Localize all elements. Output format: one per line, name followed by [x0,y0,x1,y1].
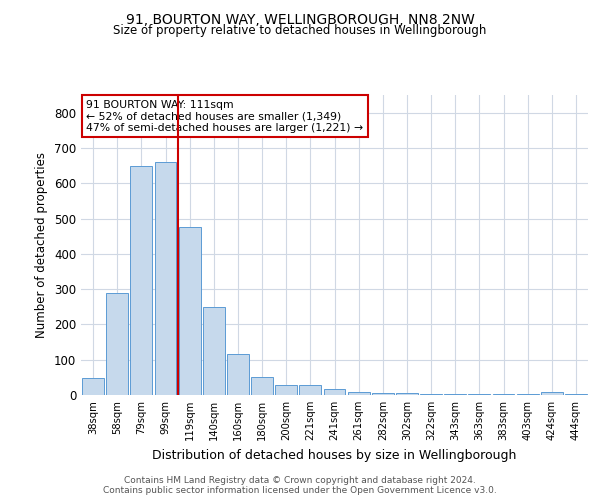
Bar [541,392,563,395]
Bar [251,378,273,395]
Bar [179,228,200,395]
Bar [227,354,249,395]
Bar [372,393,394,395]
Bar [203,307,224,395]
Bar [130,166,152,395]
Bar [106,292,128,395]
Bar [565,394,587,395]
Bar [348,392,370,395]
Bar [155,162,176,395]
Bar [469,394,490,395]
Bar [82,378,104,395]
Bar [299,385,321,395]
Text: 91 BOURTON WAY: 111sqm
← 52% of detached houses are smaller (1,349)
47% of semi-: 91 BOURTON WAY: 111sqm ← 52% of detached… [86,100,363,132]
Bar [275,385,297,395]
Bar [323,388,346,395]
Bar [445,394,466,395]
X-axis label: Distribution of detached houses by size in Wellingborough: Distribution of detached houses by size … [152,448,517,462]
Bar [396,393,418,395]
Y-axis label: Number of detached properties: Number of detached properties [35,152,49,338]
Bar [517,394,539,395]
Bar [493,394,514,395]
Text: Size of property relative to detached houses in Wellingborough: Size of property relative to detached ho… [113,24,487,37]
Bar [420,394,442,395]
Text: Contains HM Land Registry data © Crown copyright and database right 2024.
Contai: Contains HM Land Registry data © Crown c… [103,476,497,495]
Text: 91, BOURTON WAY, WELLINGBOROUGH, NN8 2NW: 91, BOURTON WAY, WELLINGBOROUGH, NN8 2NW [125,12,475,26]
